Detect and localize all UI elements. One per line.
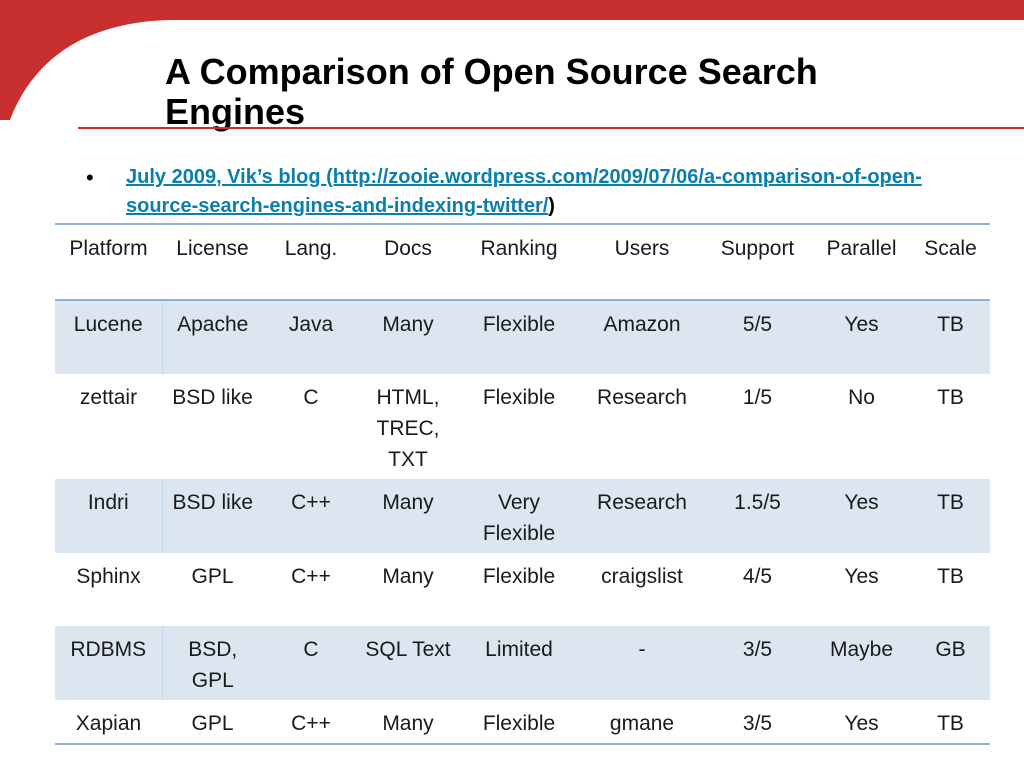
table-cell: Very Flexible: [457, 479, 581, 553]
table-cell: gmane: [609, 712, 675, 735]
column-header-lang: Lang.: [284, 237, 338, 260]
table-cell: TB: [911, 300, 990, 374]
comparison-table: Platform License Lang. Docs Ranking User…: [55, 223, 990, 745]
table-cell: RDBMS: [55, 626, 163, 700]
table-cell: Flexible: [457, 300, 581, 374]
table-cell: GPL: [191, 565, 234, 588]
blog-link[interactable]: July 2009, Vik’s blog (http://zooie.word…: [126, 166, 922, 217]
table-row: Sphinx GPL C++ Many Flexible craigslist …: [55, 553, 990, 626]
table-cell: craigslist: [601, 565, 683, 588]
bullet-text: July 2009, Vik’s blog (http://zooie.word…: [126, 163, 986, 221]
table-row: Indri BSD like C++ Many Very Flexible Re…: [55, 479, 990, 553]
table-cell: Yes: [844, 565, 879, 588]
table-cell: Indri: [55, 479, 163, 553]
table-cell: No: [848, 386, 875, 409]
table-cell: -: [581, 626, 703, 700]
title-divider: [78, 127, 1024, 129]
column-header-parallel: Parallel: [826, 237, 897, 260]
table-cell: C++: [291, 712, 331, 735]
table-cell: Java: [263, 300, 359, 374]
table-cell: HTML, TREC, TXT: [376, 386, 440, 471]
table-cell: Research: [597, 386, 687, 409]
table-cell: 3/5: [742, 712, 773, 735]
table-row: zettair BSD like C HTML, TREC, TXT Flexi…: [55, 374, 990, 479]
table-cell: TB: [937, 565, 964, 588]
table-cell: Flexible: [482, 386, 556, 409]
bullet-dot: •: [86, 165, 94, 190]
table-row: Xapian GPL C++ Many Flexible gmane 3/5 Y…: [55, 700, 990, 743]
table-cell: C++: [263, 479, 359, 553]
table-cell: TB: [937, 386, 964, 409]
table-cell: BSD, GPL: [162, 626, 263, 700]
table-cell: 3/5: [703, 626, 812, 700]
column-header-scale: Scale: [924, 237, 977, 260]
table-cell: Flexible: [482, 712, 556, 735]
table-cell: Lucene: [55, 300, 163, 374]
table-cell: Xapian: [75, 712, 142, 735]
table-cell: Amazon: [581, 300, 703, 374]
table-cell: Yes: [812, 300, 911, 374]
table-cell: TB: [911, 479, 990, 553]
table-cell: Apache: [162, 300, 263, 374]
table-header-row: Platform License Lang. Docs Ranking User…: [55, 225, 990, 300]
header-swoosh-decoration: [0, 0, 1024, 120]
table-cell: Yes: [812, 479, 911, 553]
table-cell: C: [263, 626, 359, 700]
column-header-docs: Docs: [384, 237, 432, 260]
table-cell: Maybe: [812, 626, 911, 700]
table-cell: SQL Text: [359, 626, 457, 700]
table-cell: 1.5/5: [703, 479, 812, 553]
table-cell: C: [303, 386, 319, 409]
table-cell: GB: [911, 626, 990, 700]
table-cell: Many: [382, 565, 434, 588]
table-cell: Many: [382, 712, 434, 735]
column-header-ranking: Ranking: [480, 237, 558, 260]
table-cell: Sphinx: [76, 565, 141, 588]
table-cell: Many: [359, 479, 457, 553]
table-cell: GPL: [191, 712, 234, 735]
column-header-platform: Platform: [69, 237, 148, 260]
table-cell: Many: [359, 300, 457, 374]
table-cell: 5/5: [703, 300, 812, 374]
table-cell: TB: [937, 712, 964, 735]
column-header-users: Users: [614, 237, 670, 260]
table-cell: 1/5: [742, 386, 773, 409]
table-row: Lucene Apache Java Many Flexible Amazon …: [55, 300, 990, 374]
table-row: RDBMS BSD, GPL C SQL Text Limited - 3/5 …: [55, 626, 990, 700]
table-cell: BSD like: [162, 479, 263, 553]
table-cell: BSD like: [172, 386, 253, 409]
slide-title: A Comparison of Open Source Search Engin…: [165, 51, 818, 132]
bullet-trailing-text: ): [548, 195, 555, 217]
table-cell: Flexible: [482, 565, 556, 588]
table-cell: C++: [291, 565, 331, 588]
table-cell: Yes: [844, 712, 879, 735]
table-cell: Limited: [457, 626, 581, 700]
column-header-license: License: [176, 237, 249, 260]
table-cell: Research: [581, 479, 703, 553]
table-cell: zettair: [79, 386, 138, 409]
table-cell: 4/5: [742, 565, 773, 588]
column-header-support: Support: [720, 237, 795, 260]
